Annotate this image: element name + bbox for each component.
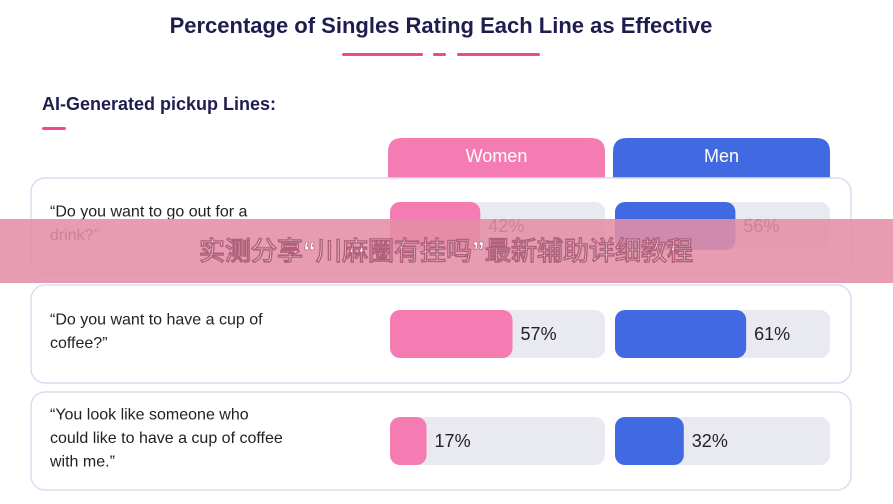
category-label: “You look like someone who could like to… bbox=[49, 407, 287, 471]
overlay-banner: 实测分享“川麻圈有挂吗”最新辅助详细教程 bbox=[0, 219, 893, 283]
bar bbox=[390, 417, 427, 465]
banner-text: 实测分享“川麻圈有挂吗”最新辅助详细教程 bbox=[199, 236, 693, 266]
category-label: “Do you want to have a cup of coffee?” bbox=[50, 311, 267, 352]
dash bbox=[342, 53, 423, 56]
banner-bg bbox=[0, 219, 893, 283]
dash bbox=[457, 53, 540, 56]
legend-label: Men bbox=[704, 146, 739, 166]
legend-label: Women bbox=[466, 146, 528, 166]
legend-tab bbox=[613, 138, 830, 182]
bar-track bbox=[390, 417, 605, 465]
bar bbox=[615, 310, 747, 358]
legend-tab bbox=[388, 138, 605, 182]
bar bbox=[390, 310, 513, 358]
dash bbox=[433, 53, 446, 56]
chart-title: Percentage of Singles Rating Each Line a… bbox=[170, 13, 713, 38]
value-label: 61% bbox=[754, 324, 790, 344]
value-label: 32% bbox=[692, 431, 728, 451]
value-label: 17% bbox=[435, 431, 471, 451]
bar bbox=[615, 417, 684, 465]
title-decoration bbox=[342, 53, 540, 56]
value-label: 57% bbox=[521, 324, 557, 344]
subtitle-underline bbox=[42, 127, 66, 130]
subtitle: AI-Generated pickup Lines: bbox=[42, 94, 276, 114]
